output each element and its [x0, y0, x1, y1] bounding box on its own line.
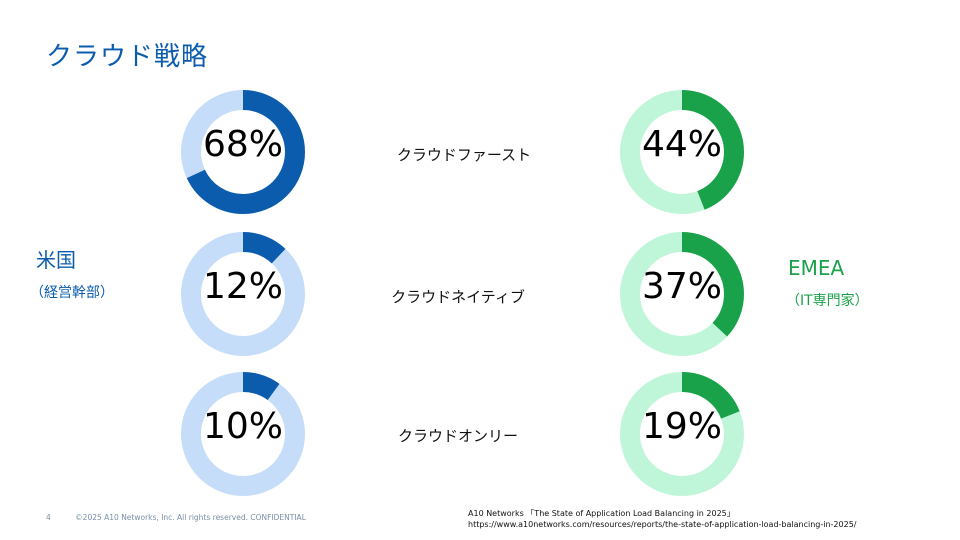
category-label-cloud-native: クラウドネイティブ — [391, 288, 525, 306]
donut-value-arc-emea-cloud-native — [620, 232, 744, 356]
donut-track-us-cloud-only — [181, 372, 305, 496]
pct-label-us-cloud-only: 10% — [202, 406, 283, 447]
source-citation: A10 Networks 「The State of Application L… — [468, 508, 856, 530]
donut-us-cloud-only: 10% — [179, 370, 307, 498]
copyright-text: ©2025 A10 Networks, Inc. All rights rese… — [75, 513, 306, 522]
pct-label-emea-cloud-native: 37% — [641, 266, 722, 307]
donut-us-cloud-first: 68% — [179, 88, 307, 216]
pct-label-us-cloud-native: 12% — [202, 266, 283, 307]
emea-group-label: EMEA — [788, 256, 845, 280]
emea-group-sublabel: （IT専門家） — [786, 293, 869, 309]
donut-emea-cloud-only: 19% — [618, 370, 746, 498]
pct-label-emea-cloud-first: 44% — [641, 124, 722, 165]
category-label-cloud-first: クラウドファースト — [396, 146, 532, 164]
category-label-cloud-only: クラウドオンリー — [397, 427, 518, 445]
donut-us-cloud-native: 12% — [179, 230, 307, 358]
page-number: 4 — [46, 513, 51, 522]
us-group-sublabel: （経営幹部） — [30, 285, 114, 301]
source-url[interactable]: https://www.a10networks.com/resources/re… — [468, 520, 857, 529]
pct-label-emea-cloud-only: 19% — [641, 406, 722, 447]
pct-label-us-cloud-first: 68% — [202, 124, 283, 165]
source-title: A10 Networks 「The State of Application L… — [468, 509, 735, 518]
footer-left: 4 ©2025 A10 Networks, Inc. All rights re… — [46, 513, 306, 522]
us-group-label: 米国 — [36, 248, 76, 272]
donut-value-arc-us-cloud-first — [181, 90, 305, 214]
donut-value-arc-us-cloud-native — [181, 232, 305, 356]
donut-value-arc-emea-cloud-only — [620, 372, 744, 496]
slide-title: クラウド戦略 — [46, 42, 209, 72]
donut-emea-cloud-first: 44% — [618, 88, 746, 216]
donut-emea-cloud-native: 37% — [618, 230, 746, 358]
donut-value-arc-emea-cloud-first — [620, 90, 744, 214]
